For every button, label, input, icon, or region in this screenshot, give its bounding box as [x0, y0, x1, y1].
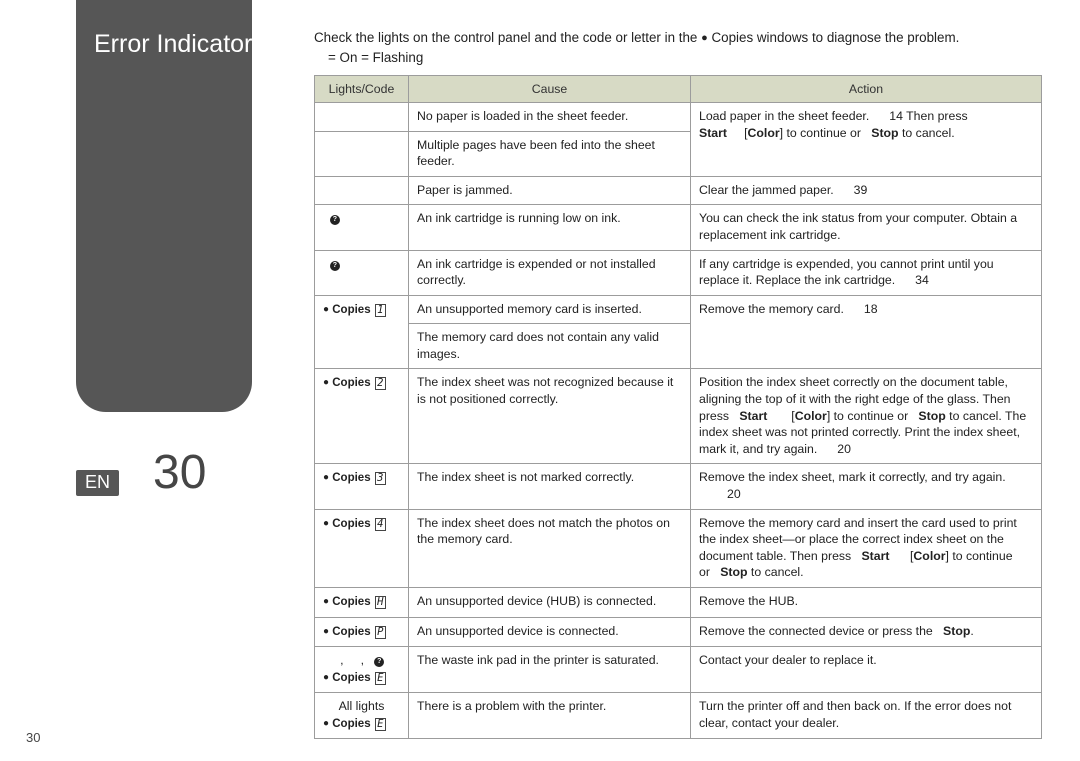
- table-row: ● Copies PAn unsupported device is conne…: [315, 617, 1042, 647]
- lang-page-indicator: EN 30: [76, 445, 206, 500]
- col-lights-code: Lights/Code: [315, 75, 409, 102]
- section-title: Error Indicators: [94, 30, 265, 59]
- cell-lights-code: ● Copies H: [315, 588, 409, 618]
- page-number-large: 30: [153, 445, 206, 500]
- cell-action: Position the index sheet correctly on th…: [691, 369, 1042, 464]
- table-row: ● Copies 1An unsupported memory card is …: [315, 295, 1042, 324]
- cell-lights-code: ● Copies 2: [315, 369, 409, 464]
- cell-cause: An ink cartridge is expended or not inst…: [409, 250, 691, 295]
- intro-b: Copies windows to diagnose the problem.: [711, 30, 959, 45]
- legend-text: = On = Flashing: [314, 50, 1042, 65]
- cell-action: Remove the index sheet, mark it correctl…: [691, 464, 1042, 509]
- cell-action: If any cartridge is expended, you cannot…: [691, 250, 1042, 295]
- cell-lights-code: ?: [315, 250, 409, 295]
- cell-lights-code: All lights● Copies E: [315, 693, 409, 739]
- copies-dot-icon: ●: [701, 32, 708, 44]
- table-row: ● Copies 4The index sheet does not match…: [315, 509, 1042, 587]
- cell-lights-code: ● Copies 1: [315, 295, 409, 369]
- table-row: No paper is loaded in the sheet feeder.L…: [315, 102, 1042, 131]
- table-row: , , ?● Copies EThe waste ink pad in the …: [315, 647, 1042, 693]
- cell-action: Contact your dealer to replace it.: [691, 647, 1042, 693]
- table-row: ?An ink cartridge is running low on ink.…: [315, 205, 1042, 250]
- cell-cause: Multiple pages have been fed into the sh…: [409, 131, 691, 176]
- cell-action: Remove the HUB.: [691, 588, 1042, 618]
- sidebar-tab: [76, 0, 252, 412]
- col-cause: Cause: [409, 75, 691, 102]
- table-row: All lights● Copies EThere is a problem w…: [315, 693, 1042, 739]
- cell-cause: An unsupported device (HUB) is connected…: [409, 588, 691, 618]
- table-row: ● Copies 3The index sheet is not marked …: [315, 464, 1042, 509]
- cell-cause: There is a problem with the printer.: [409, 693, 691, 739]
- intro-a: Check the lights on the control panel an…: [314, 30, 701, 45]
- cell-lights-code: , , ?● Copies E: [315, 647, 409, 693]
- cell-lights-code: ?: [315, 205, 409, 250]
- cell-cause: An unsupported memory card is inserted.: [409, 295, 691, 324]
- cell-cause: The index sheet was not recognized becau…: [409, 369, 691, 464]
- page-number-footer: 30: [26, 730, 40, 745]
- cell-cause: An unsupported device is connected.: [409, 617, 691, 647]
- lang-badge: EN: [76, 470, 119, 496]
- table-header-row: Lights/Code Cause Action: [315, 75, 1042, 102]
- cell-action: Remove the connected device or press the…: [691, 617, 1042, 647]
- table-row: ● Copies 2The index sheet was not recogn…: [315, 369, 1042, 464]
- cell-action: Remove the memory card and insert the ca…: [691, 509, 1042, 587]
- table-row: ?An ink cartridge is expended or not ins…: [315, 250, 1042, 295]
- cell-cause: Paper is jammed.: [409, 176, 691, 205]
- intro-text: Check the lights on the control panel an…: [314, 28, 1042, 48]
- table-row: ● Copies HAn unsupported device (HUB) is…: [315, 588, 1042, 618]
- table-row: Paper is jammed.Clear the jammed paper.3…: [315, 176, 1042, 205]
- cell-action: Remove the memory card.18: [691, 295, 1042, 369]
- cell-action: You can check the ink status from your c…: [691, 205, 1042, 250]
- error-indicators-table: Lights/Code Cause Action No paper is loa…: [314, 75, 1042, 739]
- cell-lights-code: [315, 131, 409, 176]
- cell-cause: The index sheet is not marked correctly.: [409, 464, 691, 509]
- cell-lights-code: ● Copies P: [315, 617, 409, 647]
- content-area: Check the lights on the control panel an…: [314, 28, 1042, 739]
- cell-lights-code: ● Copies 3: [315, 464, 409, 509]
- cell-cause: The waste ink pad in the printer is satu…: [409, 647, 691, 693]
- cell-action: Load paper in the sheet feeder.14 Then p…: [691, 102, 1042, 176]
- cell-action: Turn the printer off and then back on. I…: [691, 693, 1042, 739]
- cell-cause: No paper is loaded in the sheet feeder.: [409, 102, 691, 131]
- cell-lights-code: [315, 176, 409, 205]
- cell-cause: The memory card does not contain any val…: [409, 324, 691, 369]
- cell-lights-code: ● Copies 4: [315, 509, 409, 587]
- cell-action: Clear the jammed paper.39: [691, 176, 1042, 205]
- cell-cause: An ink cartridge is running low on ink.: [409, 205, 691, 250]
- cell-lights-code: [315, 102, 409, 131]
- col-action: Action: [691, 75, 1042, 102]
- cell-cause: The index sheet does not match the photo…: [409, 509, 691, 587]
